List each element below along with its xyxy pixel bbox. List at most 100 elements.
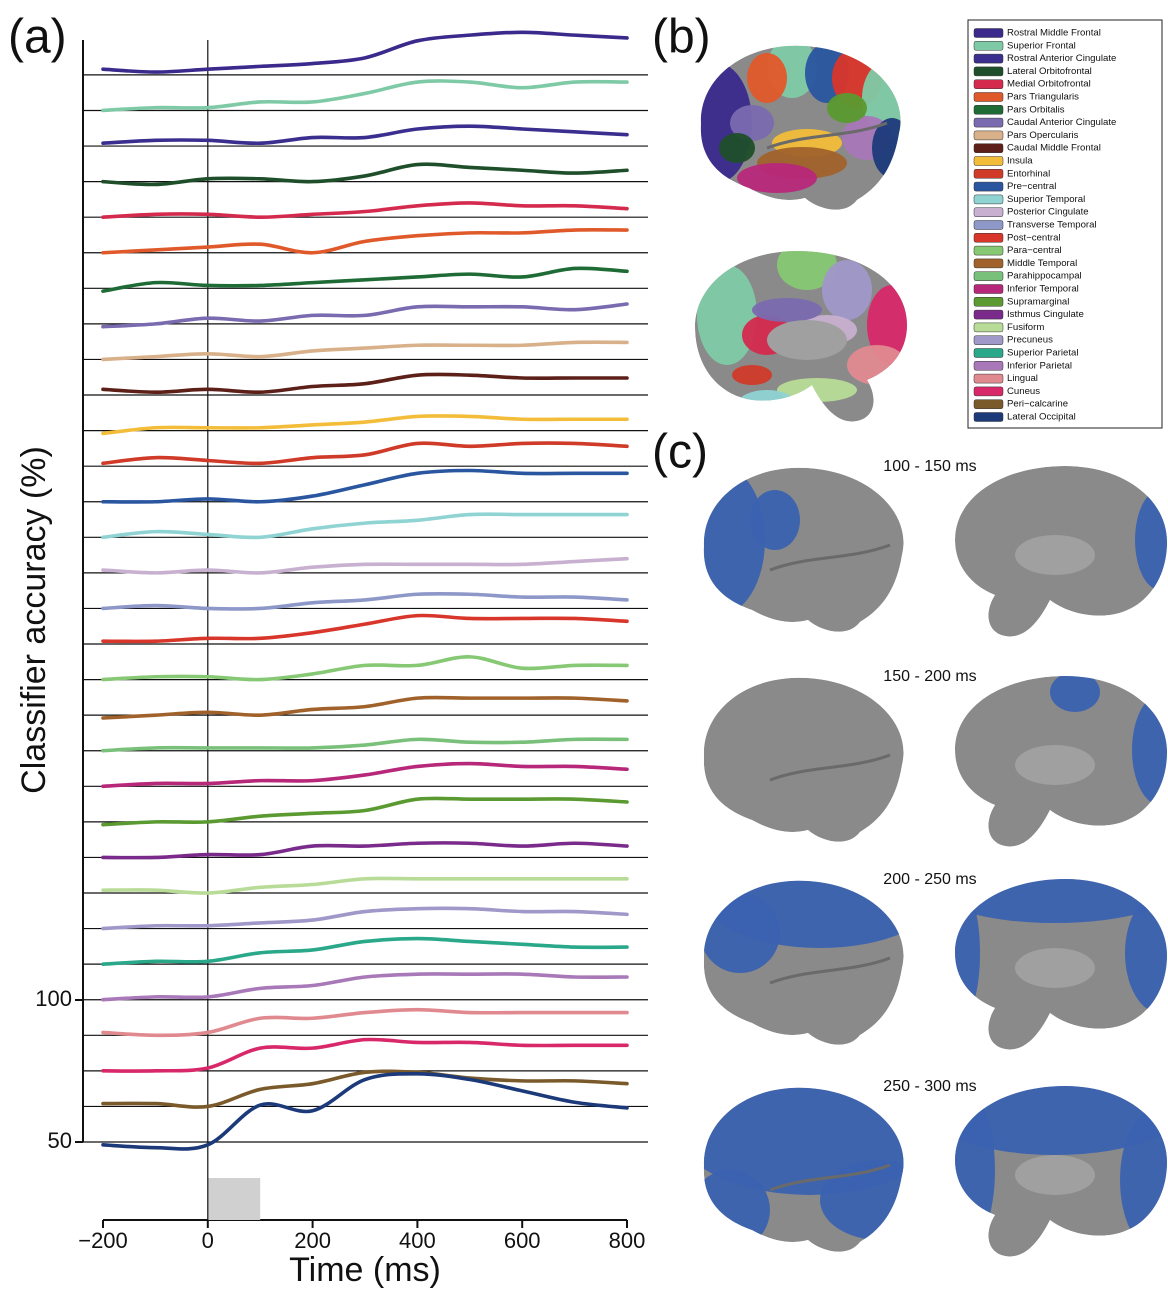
brain-region bbox=[719, 133, 755, 163]
brain-region bbox=[737, 390, 797, 420]
legend-label: Middle Temporal bbox=[1007, 258, 1077, 269]
trace bbox=[101, 340, 629, 362]
legend-label: Isthmus Cingulate bbox=[1007, 309, 1084, 320]
panel-label: (a) bbox=[8, 11, 67, 64]
legend-label: Post−central bbox=[1007, 232, 1061, 243]
brain-region bbox=[872, 118, 901, 178]
trace bbox=[101, 302, 629, 329]
trace bbox=[101, 372, 629, 395]
brain-region bbox=[752, 298, 822, 322]
trace bbox=[101, 1069, 629, 1109]
trace bbox=[101, 972, 629, 1002]
legend-label: Para−central bbox=[1007, 245, 1062, 256]
brain-center bbox=[1015, 948, 1095, 988]
brain bbox=[703, 467, 904, 632]
legend-label: Supramarginal bbox=[1007, 296, 1069, 307]
brain-region bbox=[1135, 490, 1167, 590]
trace bbox=[101, 613, 629, 644]
x-tick-label: 0 bbox=[202, 1228, 214, 1253]
brain-region bbox=[750, 490, 800, 550]
brain-region bbox=[820, 1160, 904, 1240]
trace bbox=[101, 906, 629, 931]
brain-center bbox=[1015, 745, 1095, 785]
time-window-label: 100 - 150 ms bbox=[883, 458, 976, 475]
legend-label: Inferior Parietal bbox=[1007, 360, 1072, 371]
brain bbox=[955, 1086, 1167, 1257]
brain-region bbox=[1125, 893, 1167, 1013]
trace bbox=[101, 761, 629, 789]
legend-label: Insula bbox=[1007, 156, 1033, 167]
brain-region bbox=[703, 1087, 904, 1195]
legend-swatch bbox=[973, 92, 1004, 102]
trace bbox=[101, 695, 629, 720]
panel-label: (c) bbox=[652, 426, 708, 479]
legend-swatch bbox=[973, 386, 1004, 397]
brain bbox=[955, 676, 1167, 847]
panel-label: (b) bbox=[652, 11, 711, 64]
trace bbox=[101, 1007, 629, 1038]
trace bbox=[101, 201, 629, 219]
legend-label: Rostral Anterior Cingulate bbox=[1007, 53, 1116, 64]
brain-region bbox=[822, 260, 872, 320]
legend-swatch bbox=[973, 169, 1004, 179]
legend-swatch bbox=[973, 245, 1004, 256]
x-tick-label: 200 bbox=[294, 1228, 331, 1253]
legend-swatch bbox=[973, 105, 1004, 115]
brain bbox=[703, 1087, 904, 1252]
brain-region bbox=[955, 879, 1167, 923]
legend-label: Pars Opercularis bbox=[1007, 130, 1079, 141]
sulcus bbox=[769, 543, 891, 572]
trace bbox=[101, 556, 629, 575]
legend-label: Superior Temporal bbox=[1007, 194, 1085, 205]
legend-swatch bbox=[973, 117, 1004, 128]
sulcus bbox=[769, 1163, 891, 1192]
brain-region bbox=[730, 105, 774, 141]
legend-swatch bbox=[973, 348, 1004, 358]
brain-region bbox=[777, 378, 857, 402]
legend-swatch bbox=[973, 130, 1004, 141]
legend-swatch bbox=[973, 220, 1004, 230]
y-tick-label: 50 bbox=[48, 1128, 72, 1153]
brain-region bbox=[703, 467, 765, 615]
stimulus-window bbox=[207, 1178, 261, 1220]
brain-region bbox=[955, 1090, 995, 1250]
legend-label: Superior Frontal bbox=[1007, 40, 1076, 51]
trace bbox=[101, 1037, 629, 1073]
legend-label: Medial Orbitofrontal bbox=[1007, 79, 1091, 90]
brain-region bbox=[1132, 695, 1167, 805]
x-tick-label: −200 bbox=[78, 1228, 128, 1253]
brain-region bbox=[732, 365, 772, 385]
legend-swatch bbox=[973, 322, 1004, 333]
legend-label: Peri−calcarine bbox=[1007, 399, 1068, 410]
legend-swatch bbox=[973, 143, 1004, 153]
legend-swatch bbox=[973, 53, 1004, 64]
sulcus bbox=[766, 121, 888, 150]
trace bbox=[101, 414, 629, 436]
legend-swatch bbox=[973, 373, 1004, 384]
legend-label: Lingual bbox=[1007, 373, 1038, 384]
trace bbox=[101, 737, 629, 753]
legend-label: Caudal Middle Frontal bbox=[1007, 143, 1101, 154]
legend-swatch bbox=[973, 361, 1004, 371]
legend-swatch bbox=[973, 335, 1004, 345]
brain-center bbox=[767, 320, 847, 360]
x-tick-label: 400 bbox=[399, 1228, 436, 1253]
legend-swatch bbox=[973, 66, 1004, 77]
legend-swatch bbox=[973, 284, 1004, 294]
brain-region bbox=[697, 265, 757, 365]
legend-label: Fusiform bbox=[1007, 322, 1044, 333]
legend-swatch bbox=[973, 309, 1004, 320]
trace bbox=[101, 79, 629, 113]
legend-swatch bbox=[973, 79, 1004, 89]
brain bbox=[700, 45, 901, 210]
y-axis-label: Classifier accuracy (%) bbox=[15, 446, 53, 794]
legend-label: Inferior Temporal bbox=[1007, 284, 1079, 295]
trace bbox=[101, 591, 629, 611]
legend-label: Transverse Temporal bbox=[1007, 220, 1097, 231]
trace bbox=[101, 162, 629, 187]
trace bbox=[101, 441, 629, 466]
brain-center bbox=[1015, 1155, 1095, 1195]
trace bbox=[101, 1072, 629, 1151]
brain-center bbox=[1015, 535, 1095, 575]
legend-label: Rostral Middle Frontal bbox=[1007, 28, 1101, 39]
